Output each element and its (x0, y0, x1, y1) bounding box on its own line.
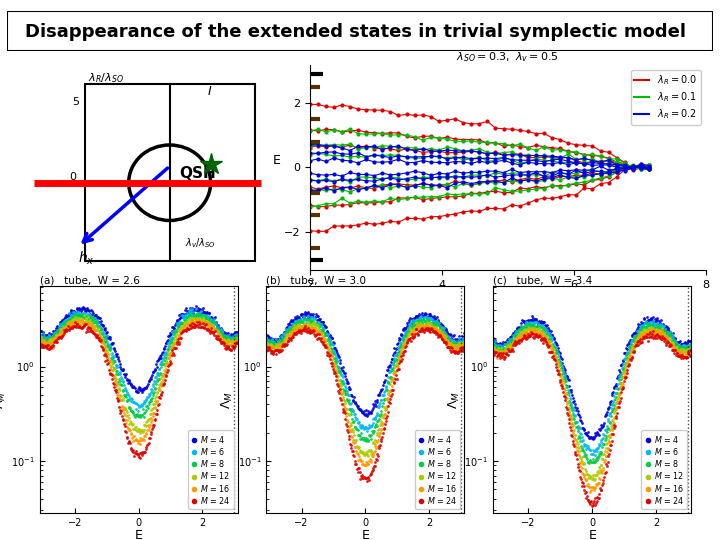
Y-axis label: $\Lambda_M$: $\Lambda_M$ (446, 390, 462, 409)
Text: (b)   tube,  W = 3.0: (b) tube, W = 3.0 (266, 275, 366, 286)
Title: $\lambda_{SO}=0.3,\ \lambda_v=0.5$: $\lambda_{SO}=0.3,\ \lambda_v=0.5$ (456, 51, 559, 64)
Text: $\lambda_R/\lambda_{SO}$: $\lambda_R/\lambda_{SO}$ (88, 71, 124, 85)
X-axis label: E: E (361, 529, 369, 540)
Text: (c)   tube,  W = 3.4: (c) tube, W = 3.4 (493, 275, 593, 286)
Text: $I$: $I$ (207, 85, 213, 98)
Text: 0: 0 (69, 172, 76, 183)
Y-axis label: E: E (272, 154, 280, 167)
Y-axis label: $\Lambda_M$: $\Lambda_M$ (220, 390, 235, 409)
Text: QSH: QSH (179, 166, 216, 181)
Text: $\lambda_v/\lambda_{SO}$: $\lambda_v/\lambda_{SO}$ (186, 237, 217, 250)
Text: (a)   tube,  W = 2.6: (a) tube, W = 2.6 (40, 275, 140, 286)
Y-axis label: $\Lambda_M$: $\Lambda_M$ (0, 390, 8, 409)
Bar (85, 84, 255, 261)
X-axis label: E: E (588, 529, 596, 540)
Legend: $M$ = 4, $M$ = 6, $M$ = 8, $M$ = 12, $M$ = 16, $M$ = 24: $M$ = 4, $M$ = 6, $M$ = 8, $M$ = 12, $M$… (642, 430, 687, 509)
Text: Disappearance of the extended states in trivial symplectic model: Disappearance of the extended states in … (24, 23, 686, 41)
Text: $h_x$: $h_x$ (78, 250, 95, 267)
X-axis label: E: E (135, 529, 143, 540)
Legend: $M$ = 4, $M$ = 6, $M$ = 8, $M$ = 12, $M$ = 16, $M$ = 24: $M$ = 4, $M$ = 6, $M$ = 8, $M$ = 12, $M$… (188, 430, 233, 509)
Legend: $\lambda_R=0.0$, $\lambda_R=0.1$, $\lambda_R=0.2$: $\lambda_R=0.0$, $\lambda_R=0.1$, $\lamb… (631, 70, 701, 125)
Text: 5: 5 (72, 97, 79, 107)
X-axis label: W: W (501, 295, 514, 308)
Legend: $M$ = 4, $M$ = 6, $M$ = 8, $M$ = 12, $M$ = 16, $M$ = 24: $M$ = 4, $M$ = 6, $M$ = 8, $M$ = 12, $M$… (415, 430, 460, 509)
